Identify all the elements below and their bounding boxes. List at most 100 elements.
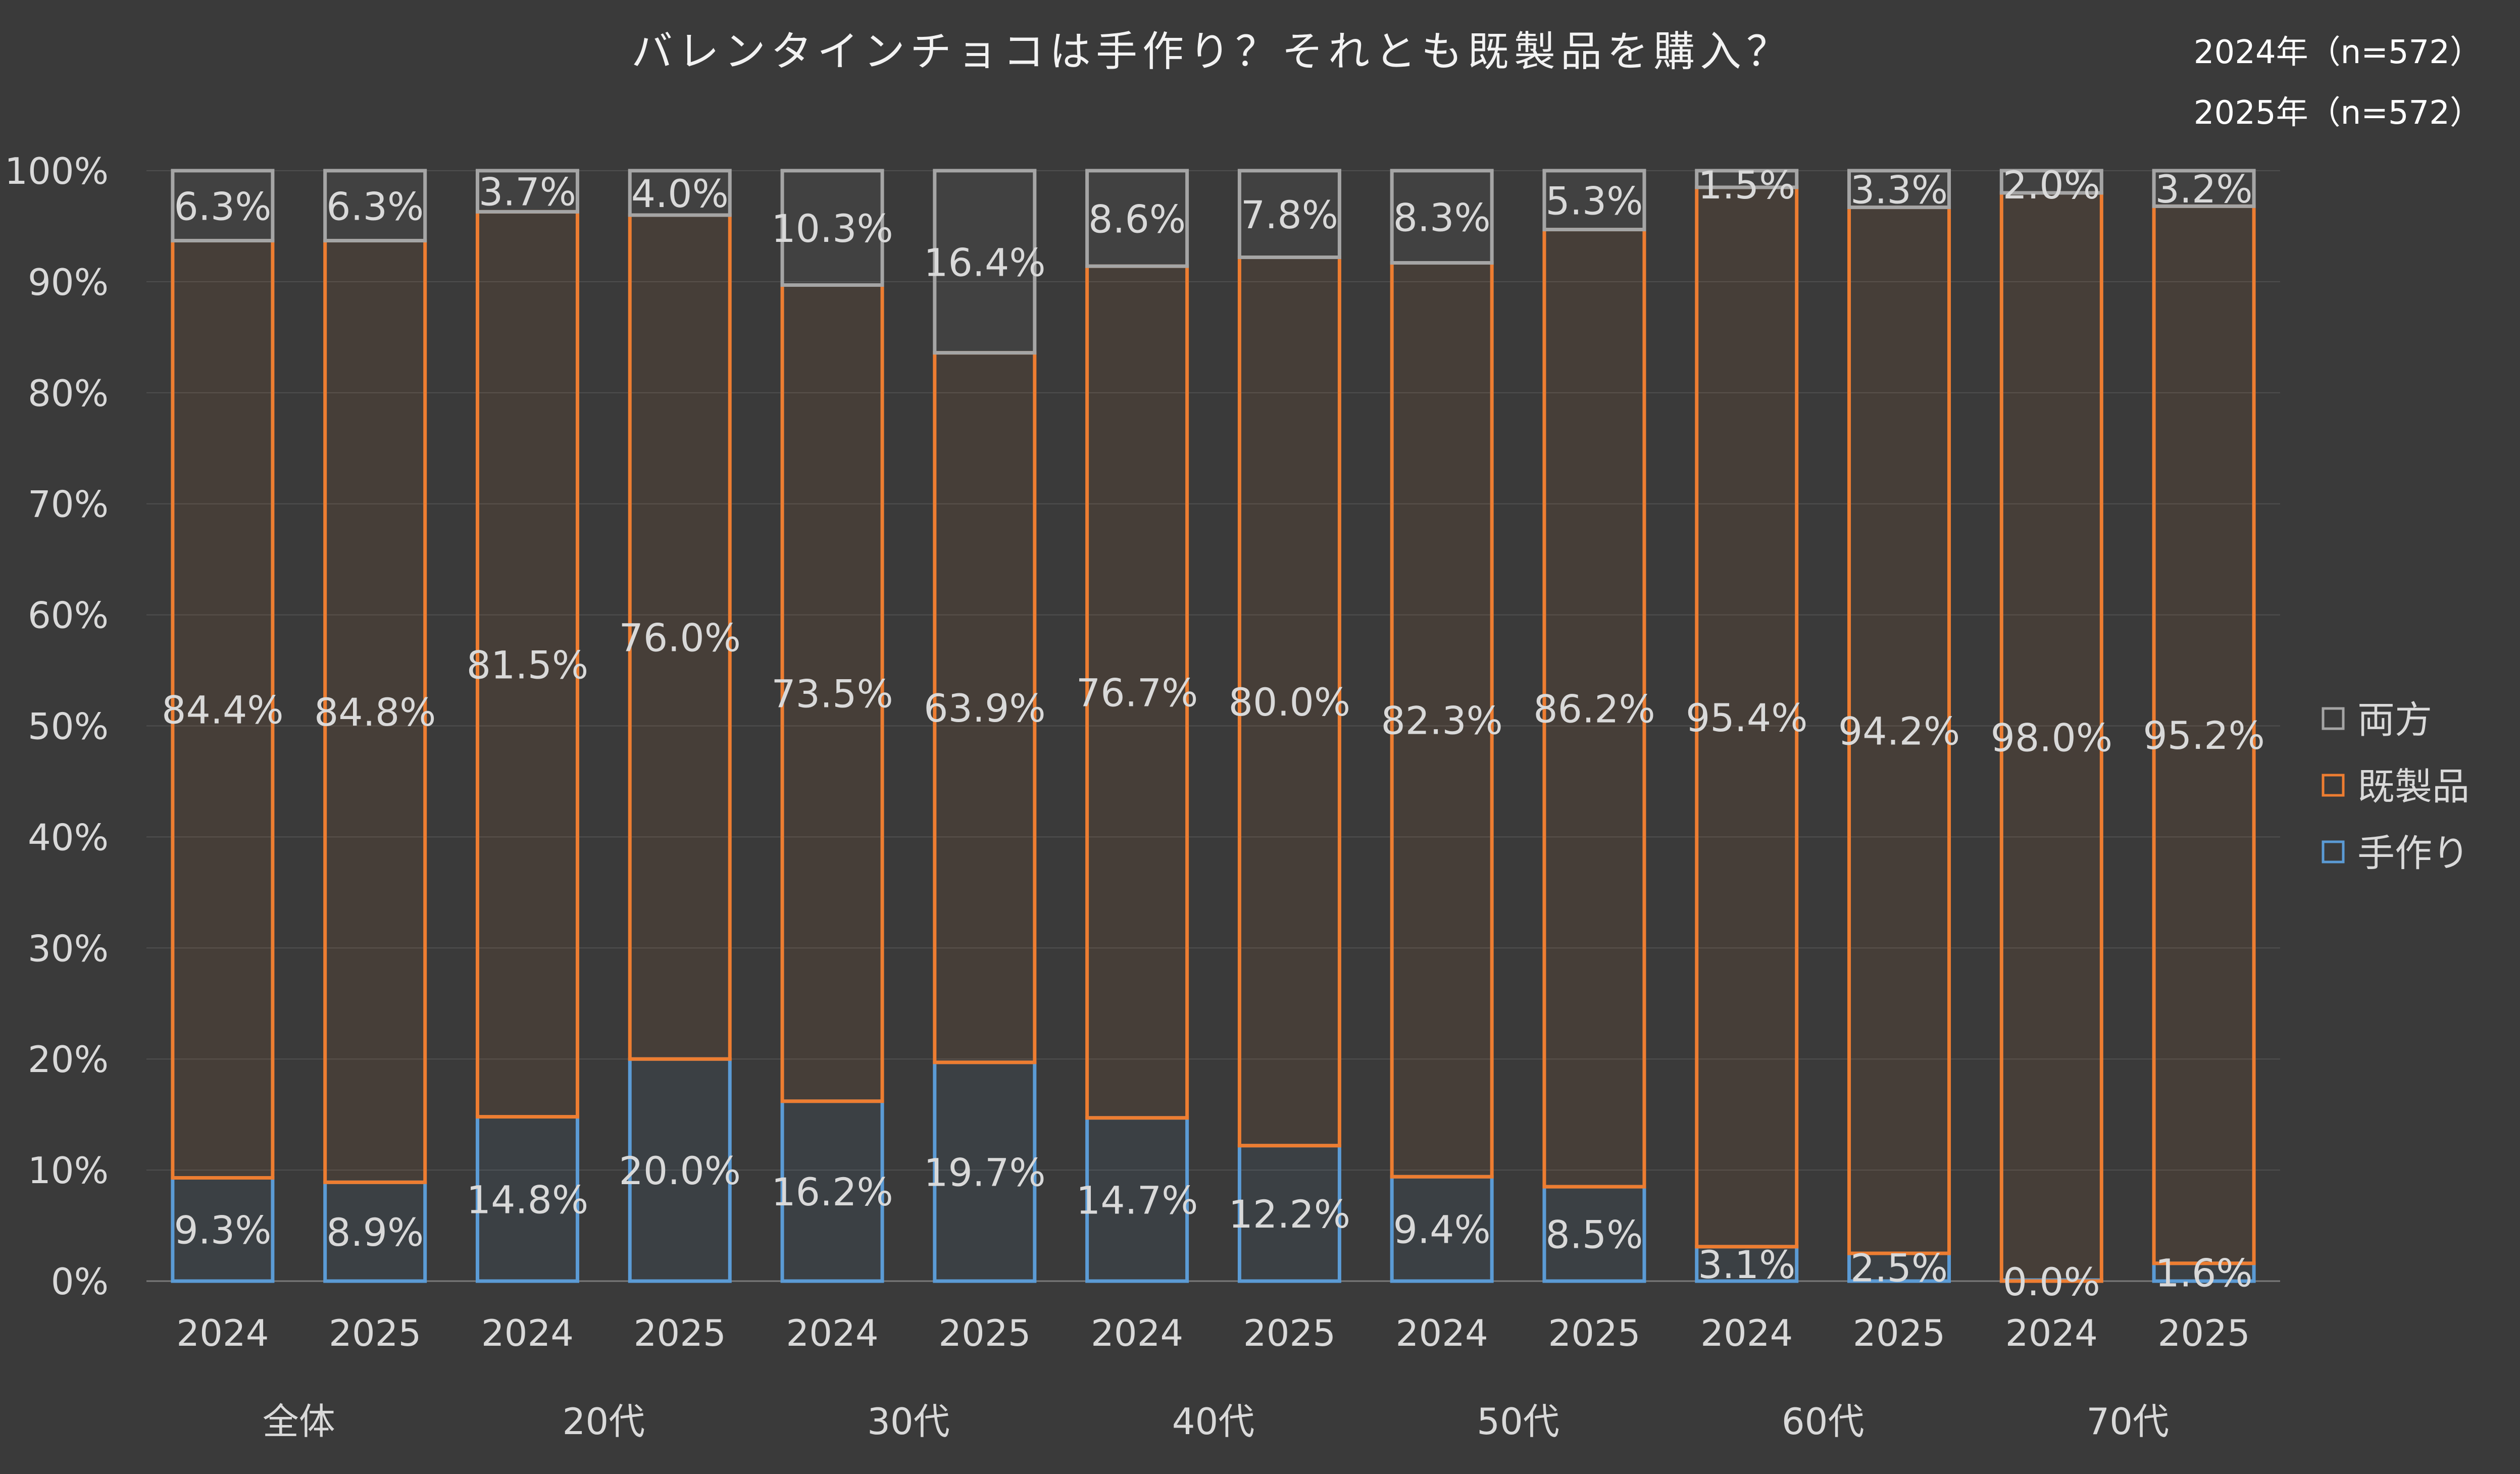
data-label: 73.5% (771, 672, 893, 717)
bar-segment (628, 1057, 732, 1283)
group-label: 30代 (867, 1400, 950, 1443)
y-axis: 0% 10% 20% 30% 40% 50% 60% 70% 80% 90% 100% (5, 150, 109, 1303)
y-tick-label: 80% (28, 372, 109, 415)
bar-segment (1085, 264, 1189, 1120)
bar-segment (1999, 169, 2103, 195)
bar-segment (1237, 256, 1341, 1148)
data-label: 14.8% (467, 1177, 588, 1222)
y-tick-label: 70% (28, 483, 109, 526)
bar-segment (933, 169, 1037, 355)
bar-segment (1085, 1116, 1189, 1283)
y-tick-label: 0% (51, 1260, 109, 1303)
data-label: 84.8% (314, 690, 436, 735)
y-tick-label: 90% (28, 261, 109, 303)
data-label: 6.3% (174, 184, 271, 229)
bar-segment (628, 213, 732, 1061)
chart-title: バレンタインチョコは手作り？それとも既製品を購入？ (631, 28, 1793, 76)
bar-segment (1390, 169, 1494, 265)
bar-segment (475, 1115, 579, 1283)
x-tick-label: 2025 (1243, 1312, 1336, 1354)
data-label: 7.8% (1241, 192, 1338, 237)
legend-swatch (2322, 774, 2345, 797)
y-tick-label: 30% (28, 927, 109, 970)
data-label: 3.1% (1698, 1242, 1795, 1287)
x-tick-label: 2025 (1853, 1312, 1945, 1354)
data-label: 80.0% (1229, 680, 1350, 725)
data-label: 76.7% (1076, 670, 1198, 715)
bar-segment (475, 169, 579, 214)
data-label: 81.5% (467, 642, 588, 687)
data-label: 84.4% (162, 688, 283, 733)
data-label: 6.3% (326, 184, 424, 229)
data-label: 2.5% (1850, 1246, 1948, 1291)
bars (171, 169, 2256, 1283)
data-label: 9.3% (174, 1208, 271, 1253)
x-tick-label: 2024 (176, 1312, 269, 1354)
data-label: 8.3% (1393, 195, 1491, 240)
x-axis: 2024 2025 2024 2025 2024 2025 2024 2025 2024 2025… (176, 1312, 2250, 1443)
data-label: 4.0% (631, 171, 729, 216)
data-labels: 9.3% 84.4% 6.3% 8.9% 84.8% 6.3% 14.8% 81.5% 3.7%… (162, 163, 2265, 1304)
y-tick-label: 60% (28, 594, 109, 637)
data-label: 5.3% (1545, 178, 1643, 223)
group-label: 全体 (263, 1400, 335, 1443)
legend-label: 既製品 (2357, 765, 2469, 808)
bar-segment (780, 283, 884, 1103)
y-tick-label: 20% (28, 1038, 109, 1081)
bar-segment (323, 1180, 427, 1283)
bar-segment (2152, 169, 2256, 208)
data-label: 82.3% (1381, 698, 1502, 743)
bar-segment (1085, 169, 1189, 268)
data-label: 0.0% (2003, 1259, 2100, 1304)
x-tick-label: 2024 (786, 1312, 878, 1354)
legend-label: 手作り (2357, 832, 2469, 875)
data-label: 20.0% (619, 1148, 741, 1193)
data-label: 8.6% (1088, 197, 1186, 242)
bar-segment (1542, 228, 1646, 1189)
data-label: 16.4% (924, 240, 1045, 285)
group-label: 20代 (563, 1400, 645, 1443)
bar-segment (628, 169, 732, 217)
data-label: 9.4% (1393, 1207, 1491, 1252)
bar-segment (780, 1099, 884, 1283)
bar-segment (1390, 1175, 1494, 1283)
group-label: 40代 (1172, 1400, 1255, 1443)
bar-segment (933, 351, 1037, 1064)
sample-note-2025: 2025年（n=572） (2194, 94, 2482, 132)
data-label: 3.7% (479, 170, 576, 215)
x-tick-label: 2024 (1396, 1312, 1488, 1354)
y-tick-label: 10% (28, 1149, 109, 1192)
sample-note-2024: 2024年（n=572） (2194, 34, 2482, 71)
bar-segment (1542, 169, 1646, 232)
data-label: 98.0% (1991, 715, 2112, 760)
bar-segment (1695, 185, 1799, 1249)
data-label: 1.6% (2155, 1250, 2253, 1295)
x-tick-label: 2025 (2157, 1312, 2250, 1354)
bar-segment (171, 239, 275, 1180)
data-label: 8.9% (326, 1210, 424, 1255)
data-label: 95.4% (1686, 695, 1807, 740)
data-label: 8.5% (1545, 1212, 1643, 1257)
data-label: 63.9% (924, 686, 1045, 731)
data-label: 76.0% (619, 616, 741, 660)
x-tick-label: 2024 (1091, 1312, 1183, 1354)
x-tick-label: 2025 (1548, 1312, 1640, 1354)
x-tick-label: 2025 (329, 1312, 421, 1354)
y-tick-label: 50% (28, 705, 109, 748)
bar-segment (780, 169, 884, 287)
x-tick-label: 2024 (1700, 1312, 1793, 1354)
bar-segment (1847, 169, 1951, 210)
data-label: 16.2% (771, 1170, 893, 1214)
legend-swatch (2322, 840, 2345, 863)
bar-segment (1542, 1185, 1646, 1283)
data-label: 1.5% (1698, 163, 1795, 208)
bar-segment (1847, 206, 1951, 1255)
data-label: 95.2% (2143, 713, 2264, 758)
data-label: 3.2% (2155, 167, 2253, 212)
data-label: 94.2% (1838, 708, 1960, 753)
data-label: 86.2% (1533, 686, 1655, 731)
legend-label: 両方 (2357, 698, 2432, 742)
data-label: 2.0% (2003, 163, 2100, 208)
